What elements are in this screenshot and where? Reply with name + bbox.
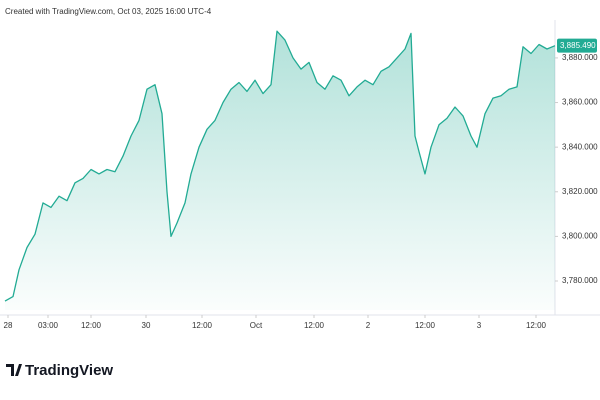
logo-icon [6,364,22,376]
x-tick-label: 12:00 [415,321,436,330]
brand: TradingView [25,362,113,379]
last-price-box [557,38,597,53]
y-tick-label: 3,820.000 [562,187,598,196]
x-tick-label: 3 [477,321,482,330]
logo: TradingView [6,362,113,379]
x-tick-label: 12:00 [192,321,213,330]
x-tick-label: 28 [4,321,13,330]
y-tick-label: 3,780.000 [562,276,598,285]
caption: Created with TradingView.com, Oct 03, 20… [5,7,212,16]
y-tick-label: 3,800.000 [562,231,598,240]
price-line [4,30,556,302]
x-tick-label: Oct [250,321,263,330]
x-tick-label: 30 [142,321,151,330]
x-tick-label: 03:00 [38,321,59,330]
y-tick-label: 3,880.000 [562,53,598,62]
y-tick-label: 3,860.000 [562,98,598,107]
x-tick-label: 12:00 [81,321,102,330]
y-tick-label: 3,840.000 [562,142,598,151]
x-tick-label: 12:00 [304,321,325,330]
last-price-label: 3,885.490 [560,41,596,50]
x-tick-label: 12:00 [526,321,547,330]
area-fill [5,31,555,310]
x-tick-label: 2 [366,321,371,330]
